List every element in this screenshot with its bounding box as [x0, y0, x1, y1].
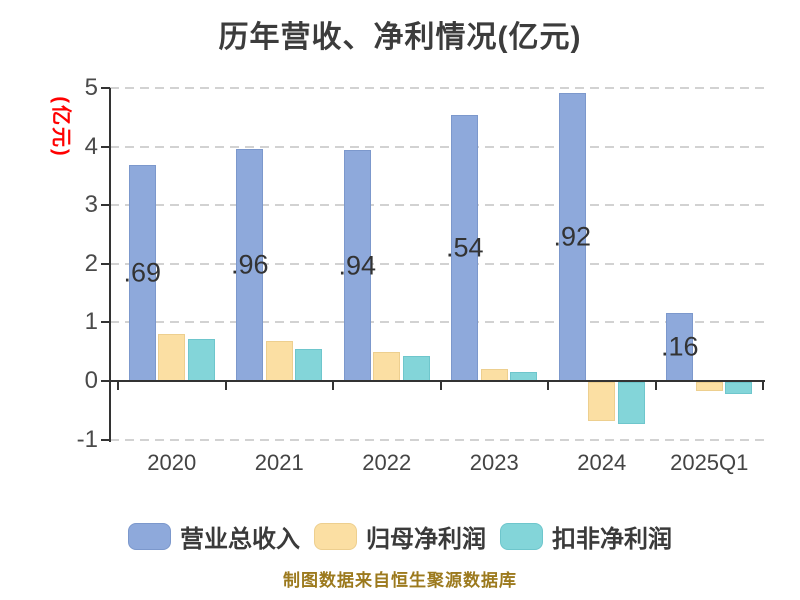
y-tick-label--1: -1 [76, 425, 98, 453]
bar-revenue-2022 [343, 150, 371, 381]
x-tick-label-2024: 2024 [577, 450, 627, 475]
y-tick-label-5: 5 [84, 74, 98, 101]
bar-value-label-2025Q1: .16 [660, 331, 699, 362]
legend-item-0: 营业总收入 [128, 519, 300, 554]
bar-deducted-net-profit-2021 [295, 349, 323, 381]
x-axis-tick-4 [547, 381, 549, 390]
x-axis-line [109, 380, 765, 382]
y-axis-tick-3 [101, 204, 110, 207]
y-tick-label-4: 4 [84, 132, 98, 160]
legend: 营业总收入 归母净利润 扣非净利润 [0, 519, 800, 554]
bar-value-label-2024: .92 [553, 221, 592, 252]
y-tick-label-2: 2 [84, 249, 98, 277]
y-axis-line [109, 88, 111, 442]
x-tick-label-2025Q1: 2025Q1 [670, 450, 749, 475]
gridline-2 [110, 262, 765, 265]
bar-net-profit-2024 [588, 382, 616, 422]
gridline-3 [110, 204, 765, 207]
legend-label-1: 归母净利润 [366, 526, 486, 553]
bar-revenue-2023 [451, 114, 479, 381]
footer-note: 制图数据来自恒生聚源数据库 [283, 571, 517, 590]
bar-revenue-2020 [128, 164, 156, 381]
y-axis-tick--1 [101, 438, 110, 441]
legend-swatch-2 [500, 523, 543, 550]
bar-net-profit-2020 [158, 334, 186, 381]
bar-net-profit-2022 [373, 351, 401, 381]
x-axis-tick-5 [654, 381, 657, 390]
bar-revenue-2025Q1 [666, 313, 694, 381]
y-axis-tick-1 [101, 321, 110, 324]
bar-deducted-net-profit-2024 [617, 382, 645, 424]
chart-title: 历年营收、净利情况(亿元) [218, 21, 582, 54]
y-axis-tick-2 [101, 262, 110, 265]
bar-value-label-2022: .94 [338, 250, 377, 281]
y-tick-label-3: 3 [84, 191, 98, 219]
legend-label-0: 营业总收入 [180, 526, 300, 553]
bar-revenue-2024 [558, 92, 586, 381]
x-axis-tick-0 [117, 381, 119, 390]
bar-deducted-net-profit-2020 [187, 339, 215, 381]
x-tick-label-2021: 2021 [254, 450, 304, 475]
bar-deducted-net-profit-2025Q1 [725, 382, 753, 394]
legend-swatch-0 [128, 523, 171, 550]
bar-net-profit-2021 [265, 341, 293, 381]
bar-revenue-2021 [236, 148, 264, 381]
bar-value-label-2023: .54 [445, 232, 484, 263]
bar-value-label-2020: .69 [123, 257, 162, 288]
y-axis-tick-5 [101, 87, 110, 89]
y-tick-label-0: 0 [84, 367, 98, 394]
x-tick-label-2022: 2022 [362, 450, 412, 475]
x-axis-tick-2 [332, 381, 334, 390]
gridline--1 [110, 438, 765, 441]
bar-net-profit-2025Q1 [695, 382, 723, 391]
legend-label-2: 扣非净利润 [552, 526, 672, 553]
x-axis-tick-6 [762, 381, 764, 390]
gridline-1 [110, 321, 765, 324]
x-axis-tick-3 [439, 381, 442, 390]
bar-value-label-2021: .96 [230, 249, 269, 280]
x-tick-label-2020: 2020 [147, 450, 197, 475]
legend-item-1: 归母净利润 [314, 519, 486, 554]
legend-item-2: 扣非净利润 [500, 519, 672, 554]
y-axis-tick-4 [101, 145, 110, 148]
x-tick-label-2023: 2023 [469, 450, 519, 475]
y-tick-label-1: 1 [84, 308, 98, 336]
gridline-5 [110, 87, 765, 89]
legend-swatch-1 [314, 523, 357, 550]
bar-deducted-net-profit-2022 [402, 355, 430, 381]
y-axis-tick-0 [101, 380, 110, 382]
gridline-4 [110, 145, 765, 148]
x-axis-tick-1 [224, 381, 227, 390]
